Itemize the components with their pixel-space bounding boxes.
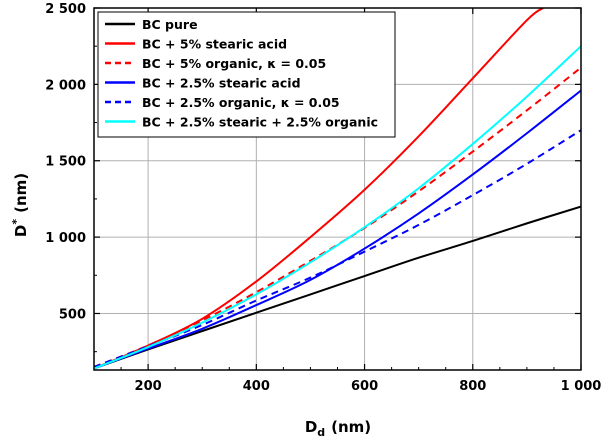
legend-label-1: BC pure <box>142 17 198 32</box>
series-line-2 <box>94 8 544 370</box>
legend-label-4: BC + 2.5% stearic acid <box>142 76 301 91</box>
y-tick-label: 2 500 <box>45 2 86 17</box>
y-axis-title: D* (nm) <box>10 173 30 237</box>
x-tick-label: 200 <box>135 379 162 394</box>
y-tick-label: 500 <box>59 307 86 322</box>
series-line-1 <box>94 205 581 370</box>
series-line-6 <box>94 45 581 370</box>
x-tick-label: 400 <box>243 379 270 394</box>
legend-label-5: BC + 2.5% organic, κ = 0.05 <box>142 95 340 110</box>
y-tick-label: 2 000 <box>45 78 86 93</box>
axis-ticks: 200 400 600 800 1 000 500 1 000 1 500 2 000 2 500 <box>45 2 601 394</box>
series-lines <box>94 8 581 370</box>
x-tick-label: 600 <box>351 379 378 394</box>
y-tick-label: 1 000 <box>45 231 86 246</box>
y-axis-title-main: D <box>12 225 30 237</box>
legend-box <box>97 11 396 138</box>
x-tick-label: 1 000 <box>561 379 602 394</box>
legend-label-2: BC + 5% stearic acid <box>142 37 287 52</box>
x-axis-title-main: D <box>305 418 317 436</box>
x-axis-title-unit: (nm) <box>331 418 371 436</box>
y-axis-title-unit: (nm) <box>12 173 30 213</box>
x-axis-title: Dd (nm) <box>305 418 371 438</box>
legend-label-6: BC + 2.5% stearic + 2.5% organic <box>142 115 378 130</box>
y-tick-label: 1 500 <box>45 155 86 170</box>
x-tick-label: 800 <box>459 379 486 394</box>
series-line-4 <box>94 89 581 370</box>
y-axis-title-sup: * <box>10 219 23 225</box>
legend-label-3: BC + 5% organic, κ = 0.05 <box>142 56 326 71</box>
x-axis-title-sub: d <box>317 426 325 438</box>
legend: BC pure BC + 5% stearic acid BC + 5% organ… <box>97 11 396 138</box>
